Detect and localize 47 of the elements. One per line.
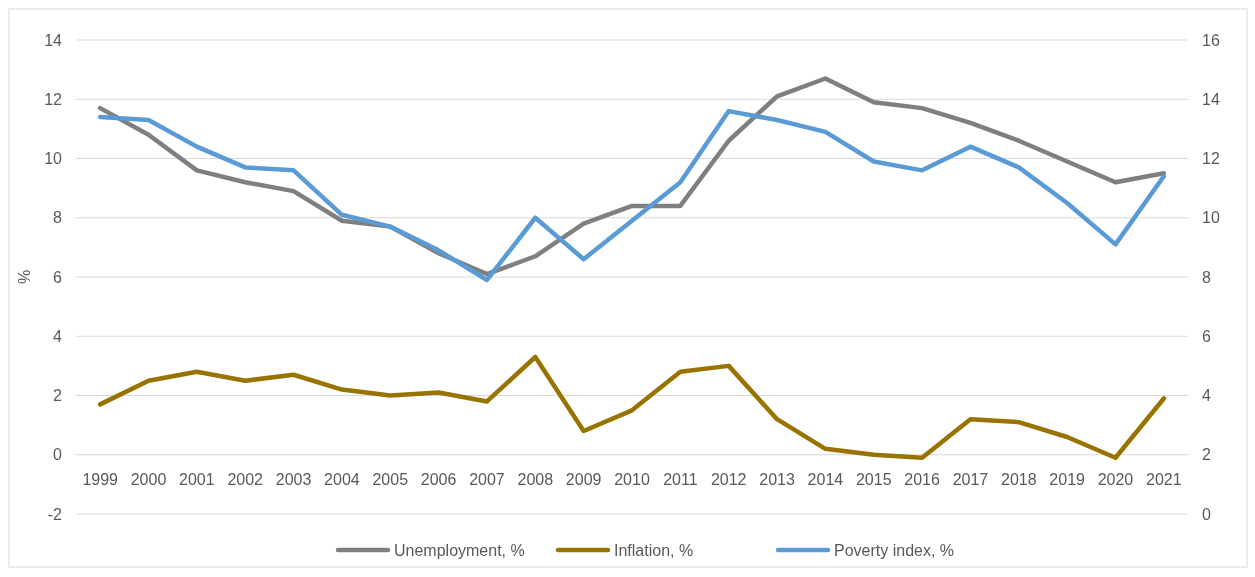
y-tick-label: 6 <box>53 268 63 286</box>
y2-tick-label: 0 <box>1202 505 1211 523</box>
y2-tick-label: 12 <box>1202 150 1220 168</box>
y-tick-label: 8 <box>53 209 63 227</box>
y-tick-label: 4 <box>53 327 63 345</box>
legend-label: Poverty index, % <box>834 541 955 559</box>
x-tick-label: 2002 <box>227 470 264 488</box>
x-tick-label: 2005 <box>372 470 409 488</box>
y-tick-label: 10 <box>44 150 63 168</box>
y2-tick-label: 14 <box>1202 90 1220 108</box>
y-tick-label: 2 <box>53 387 63 405</box>
x-tick-label: 1999 <box>82 470 119 488</box>
y2-tick-label: 2 <box>1202 446 1211 464</box>
y2-tick-label: 8 <box>1202 268 1211 286</box>
x-tick-label: 2001 <box>179 470 215 488</box>
x-tick-label: 2004 <box>324 470 360 488</box>
x-tick-label: 2020 <box>1097 470 1134 488</box>
x-tick-label: 2019 <box>1049 470 1086 488</box>
legend-label: Inflation, % <box>614 541 694 559</box>
y-tick-label: 12 <box>44 90 63 108</box>
x-tick-label: 2014 <box>807 470 844 488</box>
x-tick-label: 2015 <box>855 470 892 488</box>
x-tick-label: 2012 <box>710 470 747 488</box>
x-tick-label: 2010 <box>614 470 650 488</box>
x-tick-label: 2003 <box>275 470 312 488</box>
x-tick-label: 2016 <box>904 470 940 488</box>
x-tick-label: 2018 <box>1000 470 1037 488</box>
y2-tick-label: 10 <box>1202 209 1220 227</box>
x-tick-label: 2021 <box>1146 470 1182 488</box>
x-tick-label: 2009 <box>565 470 602 488</box>
x-tick-label: 2007 <box>469 470 505 488</box>
y-axis-title: % <box>16 269 33 285</box>
y2-tick-label: 16 <box>1202 31 1220 49</box>
x-tick-label: 2013 <box>759 470 795 488</box>
y2-tick-label: 4 <box>1202 387 1211 405</box>
y-tick-label: 0 <box>53 446 63 464</box>
line-series <box>97 354 1167 460</box>
y-tick-label: -2 <box>47 505 63 523</box>
x-tick-label: 2000 <box>130 470 167 488</box>
y-tick-label: 14 <box>44 31 63 49</box>
x-tick-label: 2011 <box>663 470 698 488</box>
y2-tick-label: 6 <box>1202 327 1211 345</box>
x-tick-label: 2008 <box>517 470 554 488</box>
legend-label: Unemployment, % <box>394 541 525 559</box>
x-tick-label: 2017 <box>952 470 989 488</box>
x-tick-label: 2006 <box>420 470 457 488</box>
line-series <box>97 108 1167 283</box>
